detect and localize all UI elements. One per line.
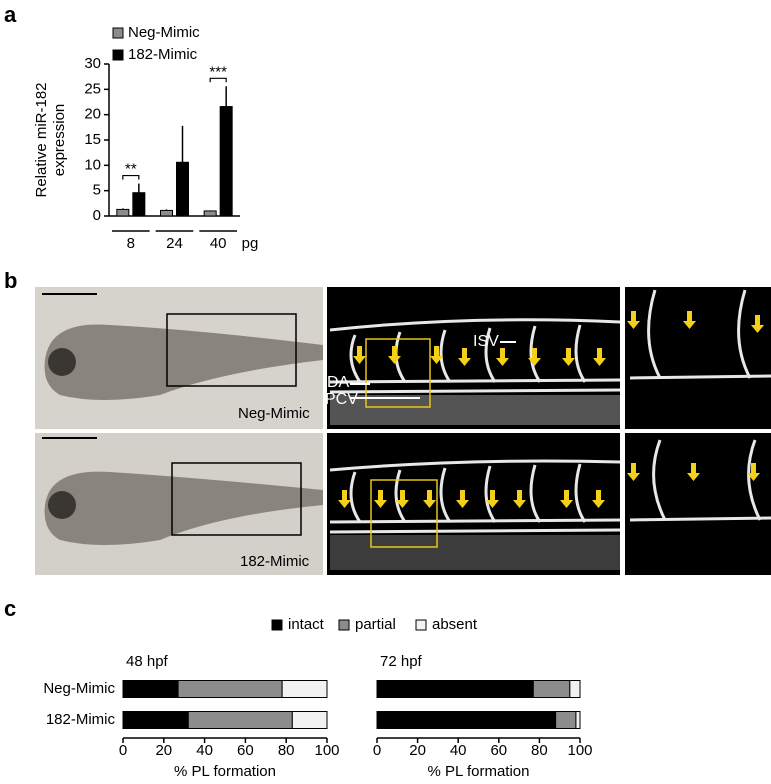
y-axis-label: Relative miR-182expression [33,82,68,197]
image-label: 182-Mimic [240,553,310,570]
vessel-label: DA [327,374,350,391]
y-tick-label: 20 [84,106,101,123]
bar-segment [569,680,581,698]
legend-swatch [415,619,427,631]
y-tick-label: 182-Mimic [46,711,116,728]
x-tick-label: 60 [490,742,507,759]
x-tick-label: 20 [155,742,172,759]
image-panel [35,287,771,575]
legend-swatch [271,619,283,631]
y-tick-label: 30 [84,55,101,72]
legend-label: absent [432,616,478,633]
x-tick-label: 0 [373,742,381,759]
bar [132,192,146,217]
chart-title: 48 hpf [126,653,169,670]
bar [203,210,217,217]
legend-label: intact [288,616,325,633]
x-tick-label: 80 [278,742,295,759]
legend-label: 182-Mimic [128,46,198,63]
y-tick-label: 25 [84,80,101,97]
y-tick-label: 5 [93,182,101,199]
x-tick-label: 40 [210,235,227,252]
bar-segment [122,680,179,698]
x-tick-label: 40 [196,742,213,759]
x-axis-label: % PL formation [174,763,276,780]
x-tick-label: 40 [450,742,467,759]
y-axis-label-line: Relative miR-182 [33,82,50,197]
legend-swatch [338,619,350,631]
x-tick-label: 60 [237,742,254,759]
bar-segment [177,680,283,698]
panel-label: b [4,268,17,293]
bar [116,208,130,217]
vessel-label: PCV [325,391,358,408]
significance-label: ** [125,161,137,178]
legend-swatch [112,27,124,39]
panel-label: a [4,2,17,27]
image-label: Neg-Mimic [238,405,310,422]
bar [176,161,189,217]
legend-label: Neg-Mimic [128,24,200,41]
y-axis-label-line: expression [51,104,68,177]
bar-segment [575,711,581,729]
x-tick-label: 100 [314,742,339,759]
x-unit: pg [242,235,259,252]
bar-segment [376,680,534,698]
x-tick-label: 0 [119,742,127,759]
legend-swatch [112,49,124,61]
x-tick-label: 100 [567,742,592,759]
bar-segment [532,680,571,698]
y-tick-label: Neg-Mimic [43,680,115,697]
significance-bracket [122,174,140,180]
bar [219,106,233,217]
bar-segment [187,711,293,729]
legend-label: partial [355,616,396,633]
y-tick-label: 15 [84,131,101,148]
x-tick-label: 8 [127,235,135,252]
bar [160,209,173,217]
bar-segment [376,711,557,729]
significance-bracket [209,77,227,83]
panel-label: c [4,596,16,621]
x-tick-label: 24 [166,235,183,252]
bar-segment [281,680,328,698]
vessel-label: ISV [473,333,499,350]
y-tick-label: 10 [84,156,101,173]
bar-segment [555,711,577,729]
x-tick-label: 80 [531,742,548,759]
bar-segment [291,711,328,729]
y-tick-label: 0 [93,207,101,224]
x-axis-label: % PL formation [428,763,530,780]
x-tick-label: 20 [409,742,426,759]
bar-segment [122,711,189,729]
significance-label: *** [209,63,227,80]
chart-title: 72 hpf [380,653,423,670]
